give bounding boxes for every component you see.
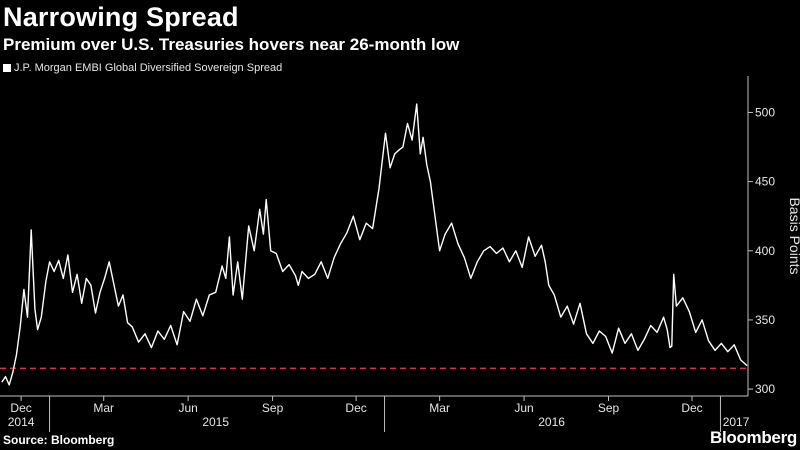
y-tick-label: 500	[755, 105, 775, 119]
plot-area	[0, 103, 748, 386]
legend-swatch	[3, 64, 11, 72]
x-year-label: 2016	[538, 415, 565, 429]
y-axis-title: Basis Points	[787, 197, 800, 274]
x-tick-label: Jun	[178, 401, 197, 415]
x-tick-label: Dec	[681, 401, 702, 415]
x-tick-label: Dec	[10, 401, 31, 415]
y-tick-label: 350	[755, 313, 775, 327]
x-tick-label: Sep	[598, 401, 620, 415]
x-tick-label: Mar	[429, 401, 450, 415]
x-tick-label: Sep	[262, 401, 284, 415]
y-tick-label: 300	[755, 382, 775, 396]
legend-label: J.P. Morgan EMBI Global Diversified Sove…	[14, 62, 283, 74]
x-year-label: 2017	[723, 415, 750, 429]
y-tick-label: 400	[755, 244, 775, 258]
x-tick-label: Dec	[345, 401, 366, 415]
chart-subtitle: Premium over U.S. Treasuries hovers near…	[3, 35, 460, 54]
x-tick-label: Mar	[93, 401, 114, 415]
source-note: Source: Bloomberg	[3, 433, 115, 447]
x-year-label: 2014	[8, 415, 35, 429]
series-line	[1, 103, 748, 386]
bloomberg-logo: Bloomberg	[709, 428, 797, 447]
legend: J.P. Morgan EMBI Global Diversified Sove…	[3, 62, 282, 74]
y-tick-label: 450	[755, 175, 775, 189]
axes: 300 350 400 450 500 Basis Points Dec Mar Jun Sep D…	[0, 76, 800, 432]
x-tick-label: Jun	[514, 401, 533, 415]
x-year-label: 2015	[202, 415, 229, 429]
chart-title: Narrowing Spread	[3, 2, 239, 32]
